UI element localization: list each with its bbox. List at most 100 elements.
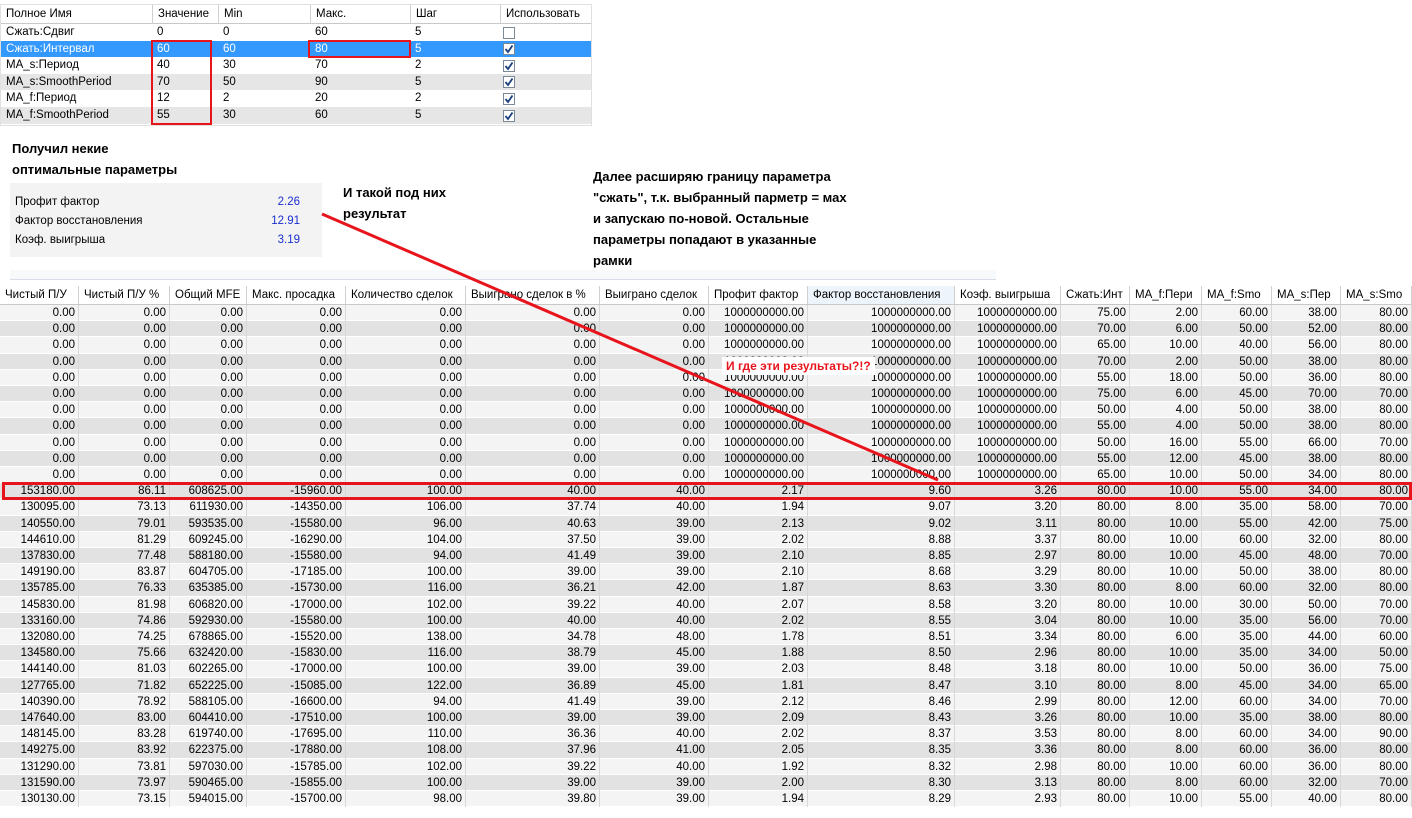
result-cell: 0.00 (79, 305, 170, 322)
note-result: И такой под них результат (343, 182, 446, 224)
result-cell: 40.00 (600, 726, 709, 743)
result-cell: 1000000000.00 (709, 418, 808, 435)
result-cell: 75.00 (1061, 305, 1130, 322)
result-cell: 83.00 (79, 710, 170, 727)
result-cell: 0.00 (466, 369, 600, 386)
result-cell: 8.68 (808, 564, 955, 581)
result-cell: 44.00 (1272, 629, 1341, 646)
summary-label: Фактор восстановления (15, 215, 143, 227)
result-cell: 55.00 (1061, 450, 1130, 467)
param-cell: Сжать:Сдвиг (6, 26, 75, 38)
result-cell: 0.00 (247, 337, 346, 354)
column-header: Шаг (411, 5, 501, 24)
param-cell: MA_s:Период (6, 59, 79, 72)
check-mark (504, 111, 514, 120)
result-cell: 50.00 (1202, 467, 1272, 484)
result-cell: 38.00 (1272, 450, 1341, 467)
result-cell: 70.00 (1061, 321, 1130, 338)
result-cell: 41.49 (466, 693, 600, 710)
result-cell: 0.00 (170, 450, 247, 467)
result-cell: 1000000000.00 (709, 337, 808, 354)
result-cell: 38.00 (1272, 305, 1341, 322)
column-header: MA_s:Пер (1272, 286, 1341, 305)
result-cell: 0.00 (346, 402, 466, 419)
row-background (0, 305, 1412, 322)
results-table: Чистый П/У Чистый П/У % Общий MFE Макс. про… (0, 286, 1412, 818)
row-background (0, 661, 1412, 678)
param-cell: MA_f:SmoothPeriod (6, 109, 109, 121)
param-cell: 12 (157, 92, 170, 105)
column-header: Значение (153, 5, 219, 24)
result-cell: 50.00 (1202, 418, 1272, 435)
result-cell: -15580.00 (247, 548, 346, 565)
result-cell: 58.00 (1272, 499, 1341, 516)
result-cell: 77.48 (79, 548, 170, 565)
row-background (0, 450, 1412, 467)
result-cell: 153180.00 (0, 483, 79, 500)
result-cell: 39.00 (600, 548, 709, 565)
result-cell: 144610.00 (0, 531, 79, 548)
result-cell: 71.82 (79, 677, 170, 694)
row-background (0, 402, 1412, 419)
result-cell: 10.00 (1130, 337, 1202, 354)
result-cell: 3.10 (955, 677, 1061, 694)
result-cell: 39.00 (600, 774, 709, 791)
result-cell: 8.58 (808, 596, 955, 613)
result-cell: 632420.00 (170, 645, 247, 662)
result-cell: 50.00 (1202, 661, 1272, 678)
result-cell: 1000000000.00 (709, 467, 808, 484)
result-cell: 10.00 (1130, 467, 1202, 484)
result-cell: 39.00 (600, 564, 709, 581)
result-cell: -15700.00 (247, 791, 346, 808)
result-cell: 2.96 (955, 645, 1061, 662)
result-cell: 592930.00 (170, 612, 247, 629)
result-cell: 80.00 (1061, 596, 1130, 613)
param-cell: 2 (415, 92, 422, 105)
check-mark (504, 61, 514, 71)
summary-value: 2.26 (277, 196, 300, 208)
param-cell: 60 (223, 42, 236, 55)
result-cell: 40.00 (600, 596, 709, 613)
result-cell: 94.00 (346, 548, 466, 565)
row-background (0, 726, 1412, 743)
result-cell: 149275.00 (0, 742, 79, 759)
result-cell: 0.00 (247, 353, 346, 370)
result-cell: -15580.00 (247, 612, 346, 629)
result-cell: 590465.00 (170, 774, 247, 791)
result-cell: 0.00 (0, 434, 79, 451)
result-cell: 39.00 (466, 774, 600, 791)
result-cell: 1000000000.00 (955, 467, 1061, 484)
row-background (0, 693, 1412, 710)
column-header: Фактор восстановления (808, 286, 955, 305)
result-cell: 39.00 (600, 531, 709, 548)
column-header: MA_f:Smo (1202, 286, 1272, 305)
note-line: "сжать", т.к. выбранный парметр = мах (593, 190, 847, 205)
result-cell: 80.00 (1061, 515, 1130, 532)
result-cell: 34.78 (466, 629, 600, 646)
result-cell: 39.00 (466, 661, 600, 678)
result-cell: 0.00 (600, 418, 709, 435)
result-cell: 3.26 (955, 483, 1061, 500)
result-cell: 0.00 (600, 450, 709, 467)
result-cell: 1000000000.00 (808, 305, 955, 322)
result-cell: 6.00 (1130, 629, 1202, 646)
result-cell: 1000000000.00 (955, 353, 1061, 370)
result-cell: 106.00 (346, 499, 466, 516)
note-line: оптимальные параметры (12, 162, 178, 177)
result-cell: 3.18 (955, 661, 1061, 678)
result-cell: 0.00 (170, 353, 247, 370)
column-header: Чистый П/У % (79, 286, 170, 305)
result-cell: 130130.00 (0, 791, 79, 808)
param-cell: Сжать:Интервал (6, 42, 95, 55)
row-background (0, 548, 1412, 565)
result-cell: 36.00 (1272, 369, 1341, 386)
result-cell: 608625.00 (170, 483, 247, 500)
result-cell: 0.00 (600, 467, 709, 484)
result-cell: 0.00 (247, 467, 346, 484)
result-cell: 35.00 (1202, 612, 1272, 629)
result-cell: 55.00 (1202, 434, 1272, 451)
use-checkbox (503, 76, 515, 89)
result-cell: 0.00 (600, 337, 709, 354)
result-cell: 0.00 (600, 386, 709, 403)
result-cell: 135785.00 (0, 580, 79, 597)
